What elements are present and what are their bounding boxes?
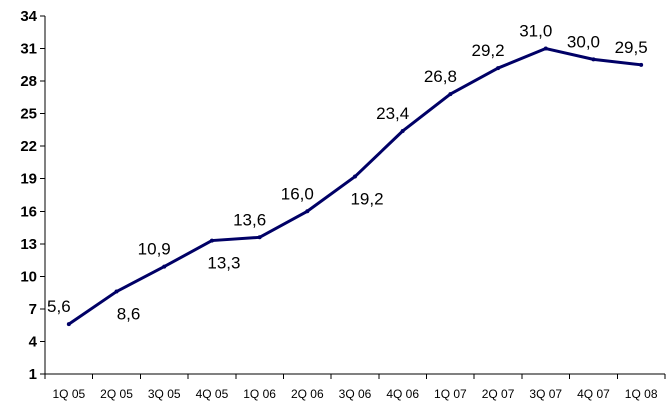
data-point: [66, 322, 71, 327]
y-tick-label: 10: [20, 268, 37, 285]
data-label: 10,9: [138, 240, 171, 259]
data-label: 29,2: [472, 41, 505, 60]
series-group: [66, 46, 644, 327]
y-tick-label: 16: [20, 203, 37, 220]
data-point: [305, 209, 310, 214]
data-point: [162, 264, 167, 269]
x-tick-label: 1Q 07: [434, 387, 467, 401]
y-tick-label: 1: [29, 366, 37, 383]
y-tick-label: 7: [29, 301, 37, 318]
y-tick-label: 31: [20, 41, 37, 58]
data-point: [114, 289, 119, 294]
x-tick-label: 3Q 06: [339, 387, 372, 401]
x-tick-label: 3Q 07: [529, 387, 562, 401]
data-point: [543, 46, 548, 51]
y-tick-label: 4: [29, 333, 38, 350]
x-tick-label: 2Q 05: [100, 387, 133, 401]
data-label: 31,0: [519, 22, 552, 41]
data-label: 26,8: [424, 67, 457, 86]
x-tick-label: 1Q 05: [52, 387, 85, 401]
data-point: [639, 62, 644, 67]
x-tick-label: 4Q 07: [577, 387, 610, 401]
x-tick-label: 2Q 06: [291, 387, 324, 401]
data-label: 29,5: [615, 38, 648, 57]
y-tick-label: 19: [20, 171, 37, 188]
y-tick-label: 28: [20, 73, 37, 90]
data-label: 13,3: [207, 254, 240, 273]
x-tick-label: 2Q 07: [482, 387, 515, 401]
x-axis: 1Q 05 2Q 05 3Q 05 4Q 05 1Q 06 2Q 06 3Q 06 4Q 06…: [44, 373, 666, 401]
data-point: [257, 235, 262, 240]
data-point: [496, 66, 501, 71]
y-tick-label: 34: [20, 8, 37, 25]
data-label: 23,4: [376, 104, 409, 123]
y-tick-label: 25: [20, 106, 37, 123]
data-label: 30,0: [567, 32, 600, 51]
y-tick-label: 22: [20, 138, 37, 155]
x-tick-label: 1Q 08: [625, 387, 658, 401]
data-label: 16,0: [281, 184, 314, 203]
data-point: [448, 92, 453, 97]
data-point: [591, 57, 596, 62]
data-label: 13,6: [233, 210, 266, 229]
y-axis: 1 4 7 10 13 16 19 22 25 28 31 34: [20, 8, 46, 383]
data-label: 8,6: [117, 305, 141, 324]
x-tick-label: 3Q 05: [148, 387, 181, 401]
series-line: [67, 47, 643, 326]
data-point: [353, 174, 357, 179]
data-point: [400, 128, 405, 133]
y-tick-label: 13: [20, 236, 37, 253]
data-label: 5,6: [47, 297, 71, 316]
data-labels: 5,6 8,6 10,9 13,3 13,6 16,0 19,2 23,4 26,8 29,2 31…: [47, 22, 648, 324]
data-point: [209, 238, 214, 243]
x-tick-label: 1Q 06: [243, 387, 276, 401]
x-tick-label: 4Q 05: [196, 387, 229, 401]
x-tick-label: 4Q 06: [386, 387, 419, 401]
data-label: 19,2: [350, 190, 383, 209]
